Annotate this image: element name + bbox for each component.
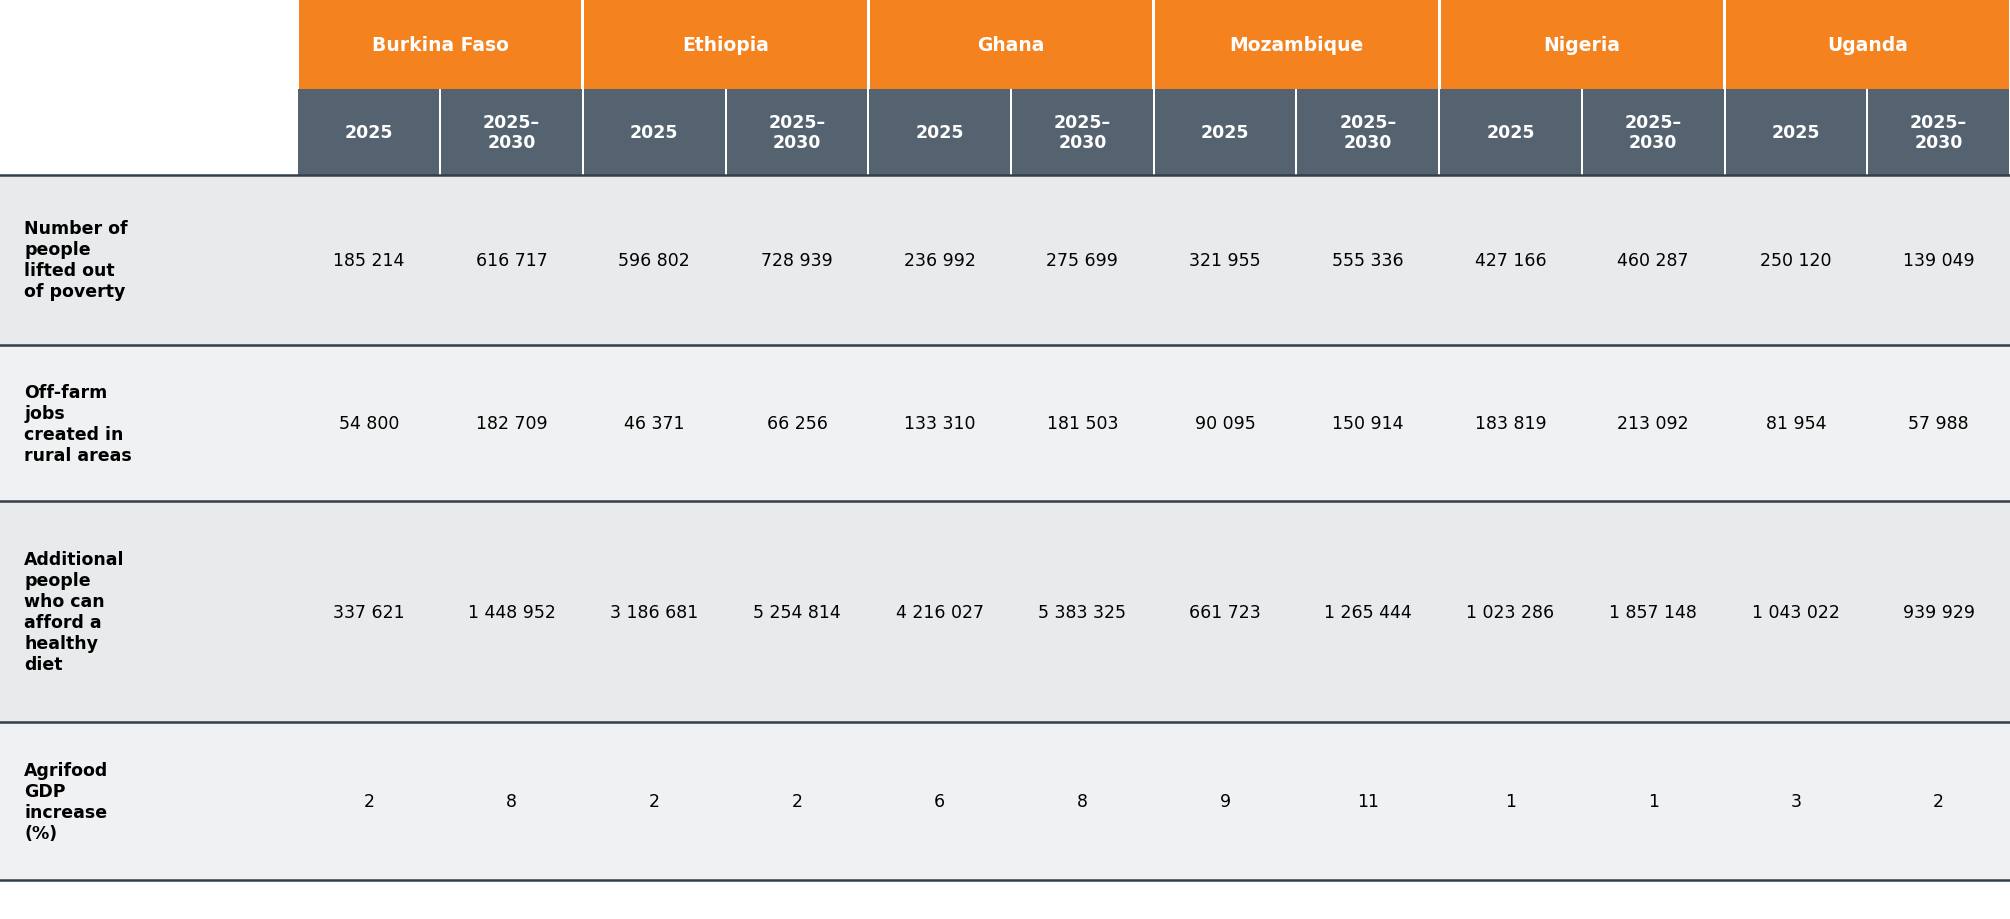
Text: Uganda: Uganda: [1827, 36, 1907, 54]
Text: 5 383 325: 5 383 325: [1039, 603, 1126, 621]
Text: 9: 9: [1220, 792, 1230, 811]
Text: 5 254 814: 5 254 814: [754, 603, 840, 621]
Text: Off-farm
jobs
created in
rural areas: Off-farm jobs created in rural areas: [24, 383, 133, 464]
Text: Burkina Faso: Burkina Faso: [372, 36, 509, 54]
Text: 183 819: 183 819: [1475, 414, 1546, 433]
Text: Nigeria: Nigeria: [1544, 36, 1620, 54]
Text: 3 186 681: 3 186 681: [611, 603, 697, 621]
Text: 57 988: 57 988: [1907, 414, 1970, 433]
Text: 3: 3: [1791, 792, 1801, 811]
Text: 2: 2: [364, 792, 374, 811]
Bar: [868, 90, 1011, 176]
Text: 2025: 2025: [1771, 124, 1821, 142]
Bar: [1727, 0, 2008, 90]
Text: 81 954: 81 954: [1765, 414, 1827, 433]
Text: 2025–
2030: 2025– 2030: [1339, 114, 1397, 152]
Text: Additional
people
who can
afford a
healthy
diet: Additional people who can afford a healt…: [24, 550, 125, 674]
Text: 185 214: 185 214: [334, 252, 404, 269]
Text: Mozambique: Mozambique: [1230, 36, 1363, 54]
Bar: [870, 0, 1152, 90]
Text: 728 939: 728 939: [762, 252, 832, 269]
Text: 6: 6: [935, 792, 945, 811]
Text: Ghana: Ghana: [977, 36, 1045, 54]
Bar: [0, 722, 2010, 880]
Text: 181 503: 181 503: [1047, 414, 1118, 433]
Text: 139 049: 139 049: [1903, 252, 1974, 269]
Bar: [583, 90, 726, 176]
Text: 250 120: 250 120: [1761, 252, 1831, 269]
Text: 2025: 2025: [1200, 124, 1250, 142]
Text: 4 216 027: 4 216 027: [896, 603, 983, 621]
Text: 1: 1: [1648, 792, 1658, 811]
Text: 2025: 2025: [344, 124, 394, 142]
Text: 2025–
2030: 2025– 2030: [1910, 114, 1968, 152]
Text: 2025–
2030: 2025– 2030: [768, 114, 826, 152]
Bar: [585, 0, 866, 90]
Text: 133 310: 133 310: [904, 414, 975, 433]
Text: 236 992: 236 992: [904, 252, 975, 269]
Text: 1 043 022: 1 043 022: [1753, 603, 1839, 621]
Text: 555 336: 555 336: [1333, 252, 1403, 269]
Text: 1 023 286: 1 023 286: [1467, 603, 1554, 621]
Text: 275 699: 275 699: [1047, 252, 1118, 269]
Text: 321 955: 321 955: [1190, 252, 1260, 269]
Text: 2: 2: [792, 792, 802, 811]
Text: 1: 1: [1505, 792, 1516, 811]
Bar: [1441, 0, 1723, 90]
Text: 90 095: 90 095: [1194, 414, 1256, 433]
Text: 596 802: 596 802: [619, 252, 689, 269]
Text: 1 448 952: 1 448 952: [468, 603, 555, 621]
Text: 182 709: 182 709: [476, 414, 547, 433]
Bar: [297, 90, 440, 176]
Bar: [299, 0, 581, 90]
Text: Agrifood
GDP
increase
(%): Agrifood GDP increase (%): [24, 761, 109, 842]
Text: 11: 11: [1357, 792, 1379, 811]
Text: 46 371: 46 371: [623, 414, 685, 433]
Text: 8: 8: [1077, 792, 1087, 811]
Text: 2: 2: [1934, 792, 1944, 811]
Bar: [440, 90, 583, 176]
Text: 54 800: 54 800: [338, 414, 400, 433]
Bar: [1867, 90, 2010, 176]
Text: Number of
people
lifted out
of poverty: Number of people lifted out of poverty: [24, 220, 129, 301]
Bar: [1582, 90, 1725, 176]
Text: 939 929: 939 929: [1903, 603, 1974, 621]
Text: 2025–
2030: 2025– 2030: [1624, 114, 1682, 152]
Text: 427 166: 427 166: [1475, 252, 1546, 269]
Bar: [726, 90, 868, 176]
Text: 337 621: 337 621: [334, 603, 404, 621]
Text: 150 914: 150 914: [1333, 414, 1403, 433]
Bar: [1439, 90, 1582, 176]
Text: 1 857 148: 1 857 148: [1610, 603, 1696, 621]
Text: 8: 8: [507, 792, 517, 811]
Text: 2025–
2030: 2025– 2030: [1053, 114, 1112, 152]
Text: 2: 2: [649, 792, 659, 811]
Bar: [1154, 90, 1296, 176]
Text: 2025: 2025: [915, 124, 965, 142]
Text: 2025–
2030: 2025– 2030: [482, 114, 541, 152]
Text: 616 717: 616 717: [476, 252, 547, 269]
Text: 2025: 2025: [629, 124, 679, 142]
Bar: [1296, 90, 1439, 176]
Text: 66 256: 66 256: [766, 414, 828, 433]
Text: 213 092: 213 092: [1618, 414, 1688, 433]
Text: 1 265 444: 1 265 444: [1325, 603, 1411, 621]
Bar: [0, 502, 2010, 722]
Text: 460 287: 460 287: [1618, 252, 1688, 269]
Bar: [0, 346, 2010, 502]
Bar: [1156, 0, 1437, 90]
Bar: [0, 176, 2010, 346]
Text: Ethiopia: Ethiopia: [681, 36, 770, 54]
Bar: [1725, 90, 1867, 176]
Text: 661 723: 661 723: [1190, 603, 1260, 621]
Bar: [1011, 90, 1154, 176]
Text: 2025: 2025: [1485, 124, 1536, 142]
